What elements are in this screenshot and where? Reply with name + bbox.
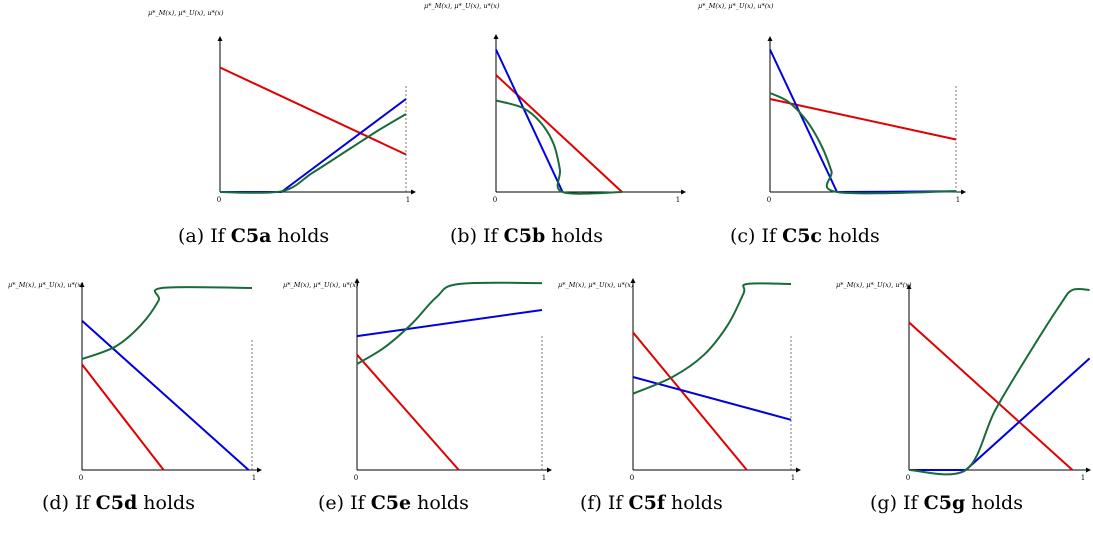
y-axis-label: μ*_M(x), μ*_U(x), u*(x) — [148, 9, 224, 17]
series-line-2 — [769, 49, 957, 193]
chart-panel-4: 0 1 μ*_M(x), μ*_U(x), u*(x) — [8, 281, 262, 482]
chart-caption: (f) If C5f holds — [580, 492, 723, 514]
chart-caption: (g) If C5g holds — [870, 492, 1023, 514]
caption-condition: C5d — [95, 492, 138, 514]
x-tick-label: 0 — [630, 474, 634, 482]
caption-suffix: holds — [137, 492, 195, 514]
chart-panel-2: 0 1 μ*_M(x), μ*_U(x), u*(x) — [424, 2, 686, 204]
caption-suffix: holds — [411, 492, 469, 514]
series-line-1 — [81, 363, 165, 471]
x-tick-label: 1 — [406, 196, 410, 204]
caption-suffix: holds — [545, 225, 603, 247]
x-tick-label: 0 — [493, 196, 497, 204]
x-axis-arrow — [1086, 467, 1091, 473]
caption-prefix: (g) If — [870, 492, 924, 514]
x-tick-label: 0 — [217, 196, 221, 204]
y-axis-label: μ*_M(x), μ*_U(x), u*(x) — [836, 281, 912, 289]
chart-caption: (e) If C5e holds — [318, 492, 469, 514]
x-tick-label: 1 — [676, 196, 680, 204]
y-axis-label: μ*_M(x), μ*_U(x), u*(x) — [698, 2, 774, 10]
series-line-2 — [909, 357, 1091, 471]
series-line-3 — [495, 99, 623, 195]
caption-condition: C5g — [923, 492, 966, 514]
series-line-1 — [632, 331, 748, 471]
caption-condition: C5c — [782, 225, 823, 247]
series-line-1 — [219, 66, 407, 156]
chart-caption: (b) If C5b holds — [450, 225, 603, 247]
chart-panel-7: 0 1 μ*_M(x), μ*_U(x), u*(x) — [836, 281, 1091, 482]
caption-prefix: (f) If — [580, 492, 629, 514]
y-axis-arrow — [906, 284, 912, 289]
caption-prefix: (b) If — [450, 225, 504, 247]
series-line-3 — [219, 113, 407, 194]
chart-caption: (c) If C5c holds — [730, 225, 880, 247]
y-axis-arrow — [767, 36, 773, 41]
x-axis-arrow — [547, 467, 552, 473]
x-axis-arrow — [681, 189, 686, 195]
caption-prefix: (c) If — [730, 225, 783, 247]
caption-condition: C5b — [503, 225, 546, 247]
caption-condition: C5e — [370, 492, 412, 514]
x-axis-arrow — [796, 467, 801, 473]
chart-panel-5: 0 1 μ*_M(x), μ*_U(x), u*(x) — [283, 278, 552, 482]
caption-condition: C5f — [628, 492, 665, 514]
x-tick-label: 0 — [906, 474, 910, 482]
x-tick-label: 1 — [956, 196, 960, 204]
caption-suffix: holds — [822, 225, 880, 247]
y-axis-arrow — [630, 278, 636, 283]
chart-caption: (d) If C5d holds — [42, 492, 195, 514]
caption-prefix: (d) If — [42, 492, 96, 514]
x-axis-arrow — [961, 189, 966, 195]
x-axis-arrow — [257, 467, 262, 473]
y-axis-label: μ*_M(x), μ*_U(x), u*(x) — [8, 281, 84, 289]
series-line-3 — [356, 281, 543, 365]
x-tick-label: 1 — [542, 474, 546, 482]
series-line-3 — [769, 92, 957, 195]
caption-suffix: holds — [965, 492, 1023, 514]
series-line-2 — [356, 309, 543, 338]
caption-condition: C5a — [230, 225, 272, 247]
x-tick-label: 0 — [354, 474, 358, 482]
series-line-3 — [632, 282, 792, 395]
chart-panel-3: 0 1 μ*_M(x), μ*_U(x), u*(x) — [698, 2, 966, 204]
series-line-2 — [81, 320, 250, 471]
series-line-3 — [908, 287, 1090, 476]
y-axis-arrow — [217, 36, 223, 41]
y-axis-label: μ*_M(x), μ*_U(x), u*(x) — [558, 281, 634, 289]
series-line-2 — [495, 49, 564, 193]
x-tick-label: 1 — [791, 474, 795, 482]
y-axis-label: μ*_M(x), μ*_U(x), u*(x) — [283, 281, 359, 289]
caption-suffix: holds — [271, 225, 330, 247]
caption-suffix: holds — [665, 492, 723, 514]
x-tick-label: 0 — [767, 196, 771, 204]
y-axis-label: μ*_M(x), μ*_U(x), u*(x) — [424, 2, 500, 10]
y-axis-arrow — [493, 34, 499, 39]
series-line-1 — [908, 321, 1074, 471]
chart-panel-1: 0 1 μ*_M(x), μ*_U(x), u*(x) — [148, 9, 416, 204]
series-line-1 — [356, 354, 460, 471]
x-tick-label: 0 — [79, 474, 83, 482]
series-line-3 — [81, 286, 253, 360]
chart-panel-6: 0 1 μ*_M(x), μ*_U(x), u*(x) — [558, 278, 801, 482]
series-line-1 — [769, 98, 957, 141]
x-axis-arrow — [411, 189, 416, 195]
y-axis-arrow — [354, 278, 360, 283]
caption-prefix: (a) If — [178, 225, 231, 247]
caption-prefix: (e) If — [318, 492, 371, 514]
y-axis-arrow — [79, 282, 85, 287]
x-tick-label: 1 — [1081, 474, 1085, 482]
x-tick-label: 1 — [252, 474, 256, 482]
chart-caption: (a) If C5a holds — [178, 225, 329, 247]
series-line-2 — [220, 98, 407, 193]
